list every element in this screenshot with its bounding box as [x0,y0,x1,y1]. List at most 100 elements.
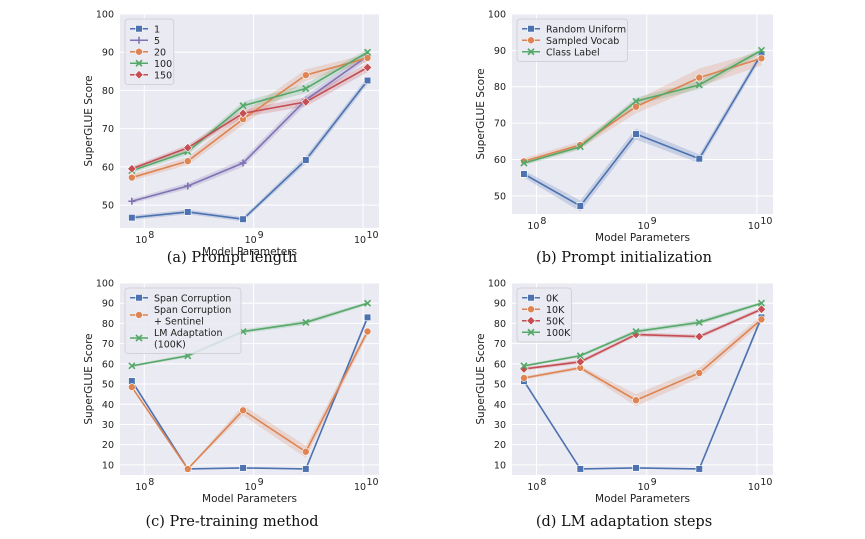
panel-caption: (b) Prompt initialization [536,250,712,266]
data-point [520,159,528,167]
series-band-1 [523,50,762,212]
y-axis-label: SuperGLUE Score [83,333,95,424]
legend-label: 150 [154,70,172,81]
y-tick-label: 60 [102,359,114,370]
y-tick-label: 90 [102,48,114,59]
data-point [695,73,704,82]
y-axis-label: SuperGLUE Score [475,68,487,159]
x-tick-label: 10 [638,482,650,493]
data-point [128,383,136,391]
data-point [183,143,193,153]
x-tick-exponent: 10 [366,230,378,241]
data-point [128,362,136,370]
data-point [363,48,372,56]
x-tick-exponent: 9 [258,230,264,241]
series-band-3 [523,307,762,371]
data-point [128,197,136,205]
y-tick-label: 30 [494,420,506,431]
data-point [520,374,528,382]
data-point [757,315,766,324]
series-band-3 [131,301,368,368]
legend-box [124,287,242,354]
legend-label: 100 [154,59,172,70]
legend-marker [527,36,535,45]
x-axis-label: Model Parameters [595,232,690,244]
data-point [302,71,310,79]
x-tick-label: 10 [638,221,650,232]
legend-marker [527,48,535,56]
data-point [757,46,766,54]
legend-marker [527,294,535,302]
y-tick-label: 10 [102,460,114,471]
y-tick-label: 80 [102,86,114,97]
y-tick-label: 90 [494,46,506,57]
data-point [695,369,704,377]
data-point [363,313,372,321]
legend-label: 50K [546,316,565,327]
data-point [302,465,310,473]
x-axis-label: Model Parameters [202,246,297,258]
y-tick-label: 60 [494,155,506,166]
y-axis-label: SuperGLUE Score [475,333,487,424]
legend-label: 10K [546,305,565,316]
x-tick-exponent: 8 [148,477,154,488]
legend-marker [527,25,535,33]
data-point [632,327,640,336]
data-point [757,299,766,307]
data-point [756,304,767,314]
legend-marker [527,305,535,314]
y-tick-label: 80 [494,319,506,330]
data-point [302,318,310,326]
data-point [520,170,528,178]
legend-marker [135,25,143,33]
y-tick-label: 50 [494,380,506,391]
data-point [363,54,372,62]
data-point [302,84,310,93]
legend-box [124,18,175,85]
x-tick-exponent: 9 [651,216,657,227]
legend-label: 5 [154,36,160,47]
legend-label: Span Corruption [154,293,231,304]
data-point [632,464,640,472]
legend-label: Span Corruption [154,305,231,316]
data-point [183,157,192,165]
data-point [757,54,766,63]
y-tick-label: 10 [494,460,506,471]
legend-box [516,18,628,62]
x-tick-label: 10 [135,235,147,246]
legend-marker [135,47,143,56]
x-tick-label: 10 [527,221,539,232]
legend-box [516,287,572,343]
series-band-4 [523,301,762,368]
x-tick-exponent: 9 [258,477,264,488]
x-tick-exponent: 10 [366,477,378,488]
data-point [576,352,584,360]
legend-label: 0K [546,293,559,304]
legend-marker [526,316,536,326]
data-point [239,102,247,110]
data-point [184,208,192,216]
x-tick-exponent: 8 [540,477,546,488]
data-point [128,214,136,222]
data-point [576,465,584,473]
legend-label: LM Adaptation [154,328,222,339]
data-point [239,215,247,223]
data-point [519,364,529,374]
y-tick-label: 40 [102,400,114,411]
legend-label: Class Label [546,47,600,58]
data-point [302,156,310,164]
data-point [695,81,703,89]
y-tick-label: 80 [494,82,506,93]
data-point [520,362,528,370]
y-tick-label: 90 [102,299,114,310]
y-tick-label: 40 [494,400,506,411]
legend-marker [134,70,144,80]
y-tick-label: 70 [102,339,114,350]
data-point [127,164,137,174]
panel-caption: (a) Prompt length [167,250,297,266]
